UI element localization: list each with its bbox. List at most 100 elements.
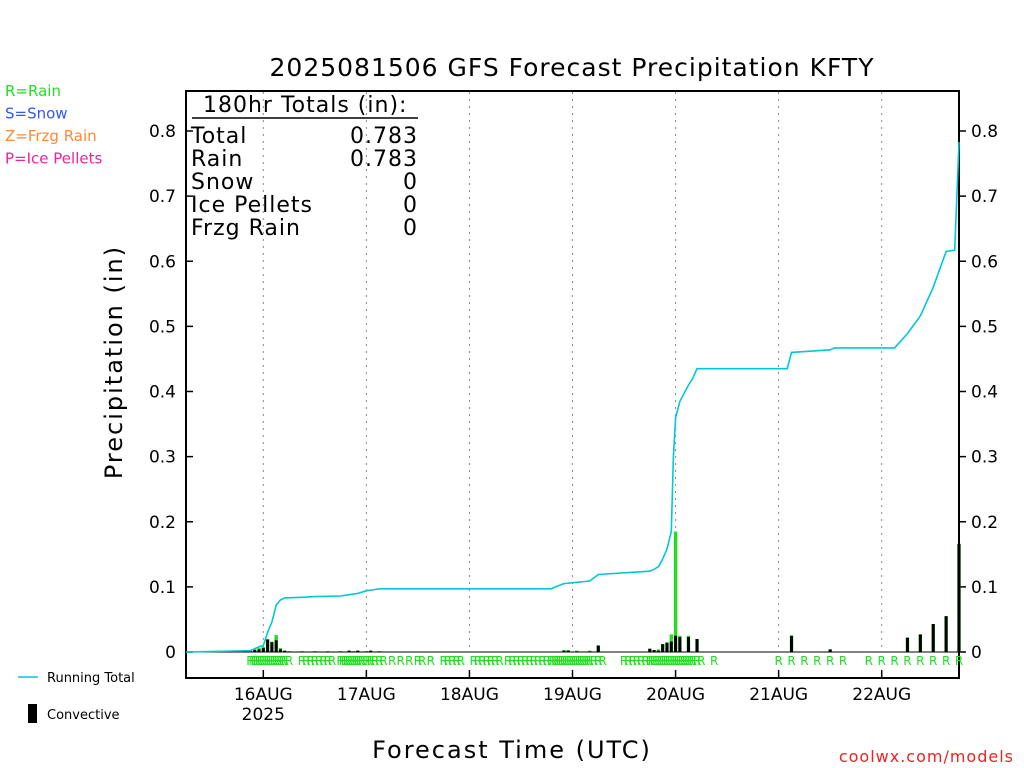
precip-type-mark: R — [487, 654, 495, 668]
precip-type-mark: R — [553, 654, 561, 668]
convective-bar — [562, 650, 566, 652]
chart-title: 2025081506 GFS Forecast Precipitation KF… — [270, 53, 875, 82]
precip-type-mark: R — [678, 654, 686, 668]
precip-type-mark: R — [652, 654, 660, 668]
precip-type-mark: R — [646, 654, 654, 668]
precip-type-mark: R — [263, 654, 271, 668]
precip-type-mark: R — [302, 654, 310, 668]
precip-type-mark: R — [583, 654, 591, 668]
precip-type-mark: R — [929, 654, 937, 668]
precip-type-mark: R — [624, 654, 632, 668]
convective-bar — [253, 650, 257, 652]
precip-type-mark: R — [351, 654, 359, 668]
precip-type-mark: R — [674, 654, 682, 668]
totals-row-label: Frzg Rain — [191, 216, 301, 241]
precip-type-mark: R — [255, 654, 263, 668]
precip-type-mark: R — [549, 654, 557, 668]
precip-type-mark: R — [654, 654, 662, 668]
precip-type-mark: R — [620, 654, 628, 668]
series-legend-bar — [28, 704, 37, 723]
convective-bar — [665, 642, 669, 652]
precip-type-mark: R — [347, 654, 355, 668]
precip-type-mark: R — [878, 654, 886, 668]
precip-type-mark: R — [551, 654, 559, 668]
precip-type-mark: R — [268, 654, 276, 668]
precip-type-mark: R — [594, 654, 602, 668]
convective-bar — [669, 641, 673, 652]
precip-type-mark: R — [444, 654, 452, 668]
y-tick-label: 0.6 — [149, 252, 176, 272]
y-tick-label: 0.3 — [149, 448, 176, 468]
precip-type-mark: R — [598, 654, 606, 668]
convective-bar — [356, 650, 360, 652]
precip-type-mark: R — [530, 654, 538, 668]
convective-bar — [347, 650, 351, 652]
convective-bar — [369, 650, 373, 652]
precip-type-mark: R — [955, 654, 963, 668]
precip-type-mark: R — [272, 654, 280, 668]
precip-type-mark: R — [513, 654, 521, 668]
convective-bar — [278, 649, 282, 652]
precip-type-mark: R — [555, 654, 563, 668]
precip-type-mark: R — [538, 654, 546, 668]
precip-type-mark: R — [543, 654, 551, 668]
precip-bar — [673, 531, 678, 652]
precip-type-mark: R — [259, 654, 267, 668]
x-tick-label: 18AUG — [440, 685, 499, 705]
precip-type-mark: R — [253, 654, 261, 668]
precip-type-mark: R — [306, 654, 314, 668]
precip-type-mark: R — [356, 654, 364, 668]
precip-type-mark: R — [405, 654, 413, 668]
precip-type-mark: R — [586, 654, 594, 668]
type-legend-item: R=Rain — [5, 82, 61, 100]
precip-type-mark: R — [261, 654, 269, 668]
totals-row-value: 0.783 — [350, 147, 418, 172]
precip-type-mark: R — [251, 654, 259, 668]
precip-type-mark: R — [474, 654, 482, 668]
x-tick-label: 22AUG — [852, 685, 911, 705]
convective-bar — [790, 635, 794, 652]
x-tick-sublabel: 2025 — [242, 705, 285, 725]
precip-type-mark: R — [826, 654, 834, 668]
precip-type-mark: R — [671, 654, 679, 668]
precip-type-mark: R — [319, 654, 327, 668]
y-tick-label: 0.1 — [149, 578, 176, 598]
type-legend: R=Rain S=Snow Z=Frzg Rain P=Ice Pellets — [5, 82, 102, 168]
precip-type-mark: R — [689, 654, 697, 668]
precip-type-mark: R — [366, 654, 374, 668]
precip-type-mark: R — [257, 654, 265, 668]
precip-type-mark: R — [579, 654, 587, 668]
running-total-line — [185, 142, 960, 653]
precip-type-mark: R — [577, 654, 585, 668]
precip-type-mark: R — [564, 654, 572, 668]
precip-type-mark: R — [439, 654, 447, 668]
precip-type-mark: R — [324, 654, 332, 668]
y-tick-label-right: 0.8 — [971, 122, 998, 142]
precip-type-mark: R — [547, 654, 555, 668]
precip-type-mark: R — [504, 654, 512, 668]
precip-type-mark: R — [371, 654, 379, 668]
precip-type-mark: R — [375, 654, 383, 668]
precip-type-mark: R — [248, 654, 256, 668]
convective-bars — [248, 543, 961, 653]
precip-type-mark: R — [478, 654, 486, 668]
y-tick-label-right: 0.5 — [971, 317, 998, 337]
precip-type-mark: R — [491, 654, 499, 668]
convective-bar — [674, 635, 678, 652]
precip-type-mark: R — [633, 654, 641, 668]
totals-row-label: Snow — [191, 170, 254, 195]
convective-bar — [918, 634, 922, 652]
precip-type-mark: R — [379, 654, 387, 668]
precip-type-mark: R — [470, 654, 478, 668]
totals-row-label: Rain — [191, 147, 243, 172]
convective-bar — [266, 639, 270, 652]
precip-type-mark: R — [641, 654, 649, 668]
precip-type-mark: R — [903, 654, 911, 668]
convective-bar — [566, 650, 570, 652]
y-tick-label: 0.5 — [149, 317, 176, 337]
precip-type-mark: R — [448, 654, 456, 668]
precip-type-mark: R — [661, 654, 669, 668]
y-tick-label-right: 0.7 — [971, 187, 998, 207]
precip-type-mark: R — [942, 654, 950, 668]
